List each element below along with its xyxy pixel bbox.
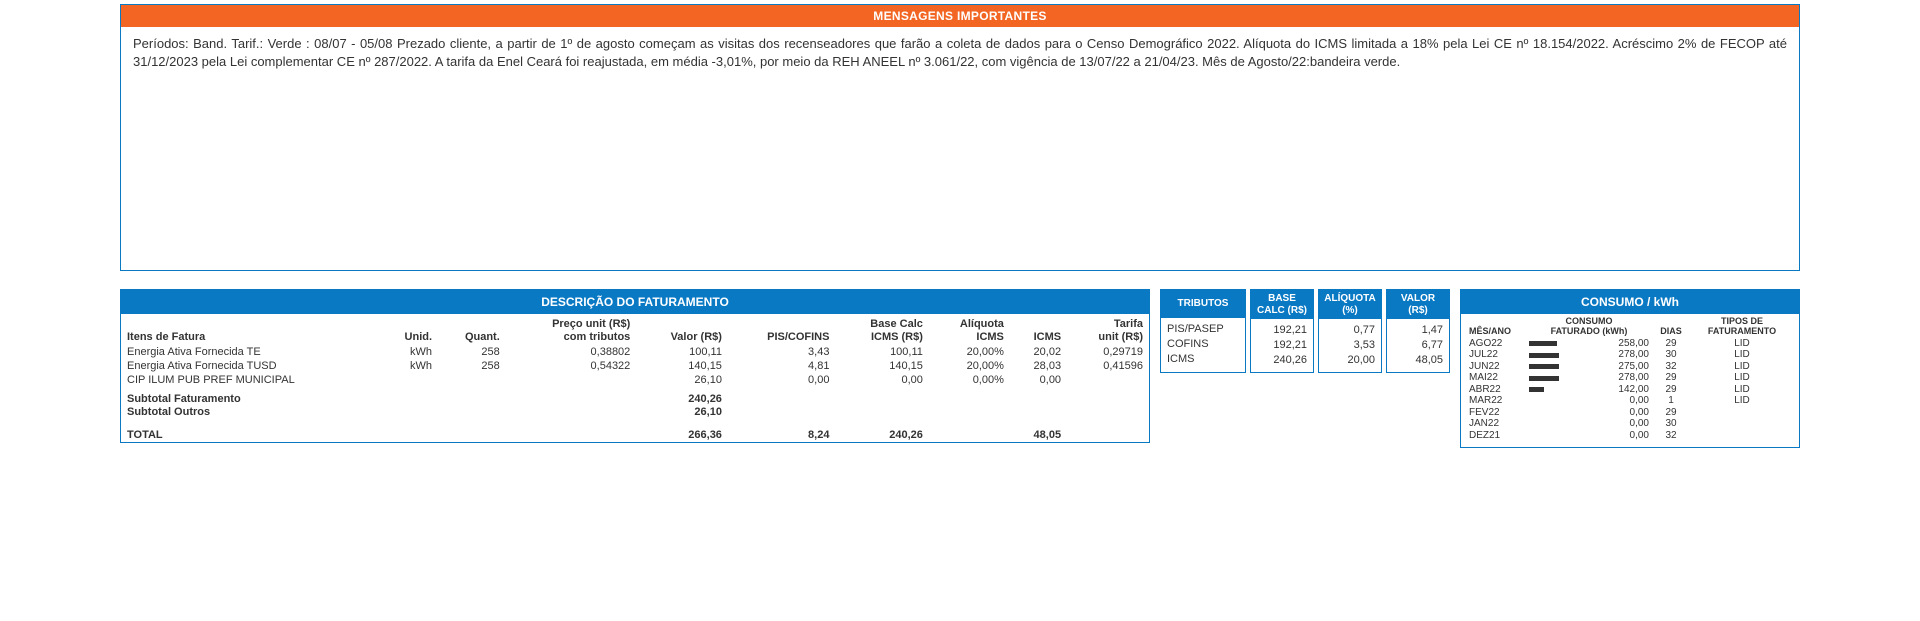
consumo-row: MAR220,001LID bbox=[1469, 395, 1791, 407]
tributos-col-header: VALOR(R$) bbox=[1387, 290, 1449, 319]
consumo-bar bbox=[1529, 341, 1557, 346]
fat-col-header: Valor (R$) bbox=[636, 314, 728, 345]
consumo-bar bbox=[1529, 353, 1559, 358]
tributos-col-header: ALÍQUOTA(%) bbox=[1319, 290, 1381, 319]
faturamento-panel: DESCRIÇÃO DO FATURAMENTO Itens de Fatura… bbox=[120, 289, 1150, 443]
faturamento-title: DESCRIÇÃO DO FATURAMENTO bbox=[121, 290, 1149, 314]
tributos-cell: 240,26 bbox=[1257, 353, 1307, 368]
tributos-cell: 192,21 bbox=[1257, 338, 1307, 353]
tributos-panel: TRIBUTOS PIS/PASEPCOFINSICMS BASECALC (R$)… bbox=[1160, 289, 1450, 373]
consumo-row: DEZ210,0032 bbox=[1469, 430, 1791, 442]
faturamento-table: Itens de FaturaUnid.Quant.Preço unit (R$… bbox=[121, 314, 1149, 442]
fat-col-header: Unid. bbox=[381, 314, 438, 345]
tributos-column: ALÍQUOTA(%) 0,773,5320,00 bbox=[1318, 289, 1382, 373]
tributos-cell: PIS/PASEP bbox=[1167, 322, 1239, 337]
consumo-row: JUL22278,0030LID bbox=[1469, 349, 1791, 361]
tributos-cell: 6,77 bbox=[1393, 338, 1443, 353]
tributos-col-header: BASECALC (R$) bbox=[1251, 290, 1313, 319]
tributos-cell: 1,47 bbox=[1393, 323, 1443, 338]
consumo-row: AGO22258,0029LID bbox=[1469, 338, 1791, 350]
consumo-row: MAI22278,0029LID bbox=[1469, 372, 1791, 384]
tributos-cell: 48,05 bbox=[1393, 353, 1443, 368]
tributos-cell: ICMS bbox=[1167, 352, 1239, 367]
tributos-cell: COFINS bbox=[1167, 337, 1239, 352]
fat-col-header: Base CalcICMS (R$) bbox=[835, 314, 928, 345]
tributos-cell: 0,77 bbox=[1325, 323, 1375, 338]
consumo-row: FEV220,0029 bbox=[1469, 407, 1791, 419]
fat-col-header: PIS/COFINS bbox=[728, 314, 836, 345]
tributos-cell: 3,53 bbox=[1325, 338, 1375, 353]
tributos-cell: 192,21 bbox=[1257, 323, 1307, 338]
fat-col-header: Quant. bbox=[438, 314, 506, 345]
fat-subtotal-row: Subtotal Faturamento240,26 bbox=[121, 387, 1149, 406]
consumo-col-header: CONSUMOFATURADO (kWh) bbox=[1529, 317, 1649, 336]
consumo-bar bbox=[1529, 364, 1559, 369]
fat-total-row: TOTAL266,368,24240,2648,05 bbox=[121, 419, 1149, 442]
consumo-row: ABR22142,0029LID bbox=[1469, 384, 1791, 396]
messages-body: Períodos: Band. Tarif.: Verde : 08/07 - … bbox=[121, 27, 1799, 270]
fat-row: Energia Ativa Fornecida TEkWh2580,388021… bbox=[121, 345, 1149, 359]
messages-title: MENSAGENS IMPORTANTES bbox=[121, 5, 1799, 27]
tributos-column: TRIBUTOS PIS/PASEPCOFINSICMS bbox=[1160, 289, 1246, 373]
tributos-cell: 20,00 bbox=[1325, 353, 1375, 368]
tributos-col-header: TRIBUTOS bbox=[1161, 290, 1245, 318]
fat-subtotal-outros-row: Subtotal Outros26,10 bbox=[121, 406, 1149, 419]
fat-col-header: AlíquotaICMS bbox=[929, 314, 1010, 345]
fat-row: CIP ILUM PUB PREF MUNICIPAL26,100,000,00… bbox=[121, 373, 1149, 387]
consumo-row: JAN220,0030 bbox=[1469, 418, 1791, 430]
consumo-bar bbox=[1529, 387, 1544, 392]
fat-col-header: Preço unit (R$)com tributos bbox=[506, 314, 637, 345]
tributos-column: VALOR(R$) 1,476,7748,05 bbox=[1386, 289, 1450, 373]
consumo-panel: CONSUMO / kWh MÊS/ANO CONSUMOFATURADO (kW… bbox=[1460, 289, 1800, 448]
tributos-column: BASECALC (R$)192,21192,21240,26 bbox=[1250, 289, 1314, 373]
consumo-col-header: MÊS/ANO bbox=[1469, 327, 1525, 336]
consumo-col-header: DIAS bbox=[1653, 327, 1689, 336]
messages-panel: MENSAGENS IMPORTANTES Períodos: Band. Ta… bbox=[120, 4, 1800, 271]
fat-col-header: ICMS bbox=[1010, 314, 1067, 345]
consumo-row: JUN22275,0032LID bbox=[1469, 361, 1791, 373]
consumo-title: CONSUMO / kWh bbox=[1461, 290, 1799, 314]
fat-col-header: Itens de Fatura bbox=[121, 314, 381, 345]
consumo-bar bbox=[1529, 376, 1559, 381]
fat-col-header: Tarifaunit (R$) bbox=[1067, 314, 1149, 345]
fat-row: Energia Ativa Fornecida TUSDkWh2580,5432… bbox=[121, 359, 1149, 373]
consumo-col-header: TIPOS DEFATURAMENTO bbox=[1693, 317, 1791, 336]
